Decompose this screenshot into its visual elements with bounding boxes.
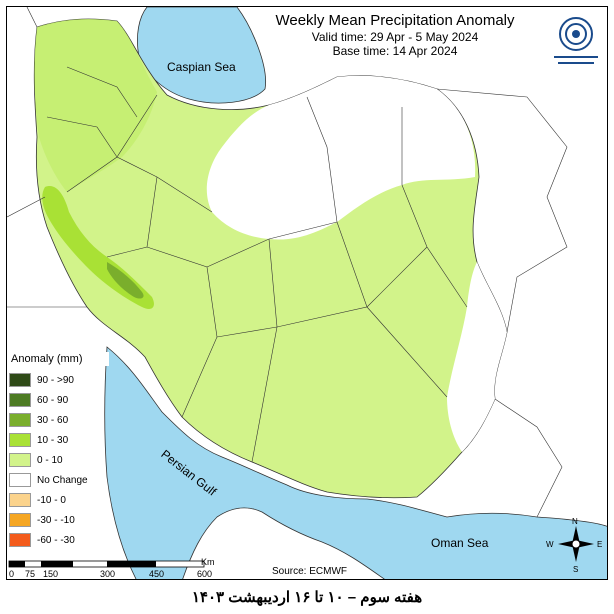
irimo-logo-icon [554, 17, 598, 64]
legend-item: 0 - 10 [9, 450, 109, 470]
compass-w: W [546, 540, 554, 549]
legend-label: -60 - -30 [37, 534, 75, 546]
legend-swatch [9, 393, 31, 407]
legend-label: 0 - 10 [37, 454, 63, 466]
legend-swatch [9, 373, 31, 387]
compass-e: E [597, 540, 603, 549]
no-change-north [206, 75, 476, 240]
scale-tick-label: 600 [197, 569, 213, 579]
legend-label: 60 - 90 [37, 394, 69, 406]
anomaly-60-90-zagros [107, 262, 144, 299]
legend-item: 90 - >90 [9, 370, 109, 390]
oman-sea-label: Oman Sea [431, 536, 489, 550]
compass-n: N [572, 517, 578, 526]
legend-swatch [9, 453, 31, 467]
compass-s: S [573, 565, 579, 574]
title-block: Weekly Mean Precipitation Anomaly Valid … [250, 12, 540, 58]
legend-swatch [9, 533, 31, 547]
legend-label: 30 - 60 [37, 414, 69, 426]
legend-label: 10 - 30 [37, 434, 69, 446]
iran-map [7, 7, 607, 579]
persian-gulf-sea [104, 346, 607, 579]
legend-swatch [9, 413, 31, 427]
legend: Anomaly (mm) 90 - >90 60 - 90 30 - 60 10 - … [9, 352, 109, 550]
legend-item: 60 - 90 [9, 390, 109, 410]
scale-tick-label: 450 [149, 569, 165, 579]
legend-label: -10 - 0 [37, 494, 66, 506]
legend-label: No Change [37, 474, 88, 486]
legend-swatch [9, 473, 31, 487]
valid-time: Valid time: 29 Apr - 5 May 2024 [311, 30, 479, 44]
legend-swatch [9, 493, 31, 507]
country-borders [7, 7, 568, 518]
caspian-sea [137, 7, 266, 104]
scale-tick-label: 300 [100, 569, 116, 579]
legend-swatch [9, 433, 31, 447]
legend-item: 10 - 30 [9, 430, 109, 450]
footer-caption: هفته سوم – ۱۰ تا ۱۶ اردیبهشت ۱۴۰۳ [191, 589, 423, 606]
legend-title: Anomaly (mm) [9, 352, 109, 366]
scale-tick-label: 75 [25, 569, 36, 579]
legend-item: -60 - -30 [9, 530, 109, 550]
scale-tick-label: 150 [43, 569, 59, 579]
legend-item: -30 - -10 [9, 510, 109, 530]
scale-unit: Km [201, 557, 215, 567]
legend-item: No Change [9, 470, 109, 490]
compass-rose [558, 526, 594, 562]
scale-bar [8, 560, 205, 568]
base-time: Base time: 14 Apr 2024 [332, 44, 458, 58]
caspian-sea-label: Caspian Sea [167, 60, 236, 74]
province-borders [46, 66, 468, 463]
legend-label: -30 - -10 [37, 514, 75, 526]
source-label: Source: ECMWF [272, 566, 348, 577]
legend-swatch [9, 513, 31, 527]
legend-item: -10 - 0 [9, 490, 109, 510]
no-change-east [447, 262, 507, 452]
legend-label: 90 - >90 [37, 374, 74, 386]
anomaly-10-30-west [34, 19, 157, 192]
map-title: Weekly Mean Precipitation Anomaly [275, 12, 515, 29]
map-frame: Caspian Sea Persian Gulf Oman Sea N E S … [6, 6, 608, 580]
scale-tick-label: 0 [9, 569, 15, 579]
legend-item: 30 - 60 [9, 410, 109, 430]
